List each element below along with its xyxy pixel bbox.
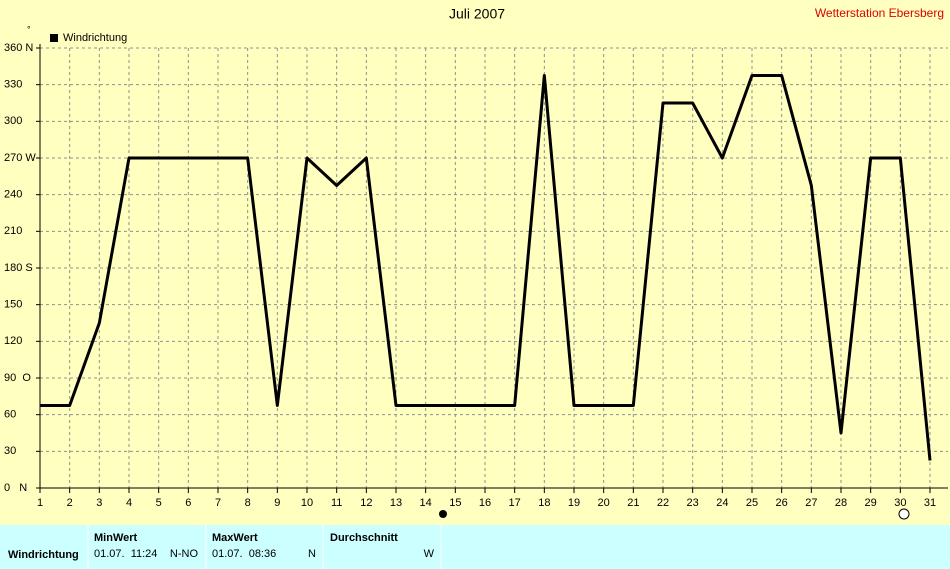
legend-label: Windrichtung (63, 32, 127, 44)
x-tick-label: 26 (776, 497, 788, 509)
x-tick-label: 22 (657, 497, 669, 509)
x-tick-label: 2 (67, 497, 73, 509)
cell: W (424, 548, 435, 560)
chart-title: Juli 2007 (449, 6, 505, 22)
y-tick-label: 330 (4, 79, 22, 91)
header: Durchschnitt (330, 532, 398, 544)
cell: 01.07. 08:36 (212, 548, 276, 560)
x-tick-label: 24 (716, 497, 728, 509)
y-tick-label: 300 (4, 115, 22, 127)
x-tick-label: 1 (37, 497, 43, 509)
x-tick-label: 4 (126, 497, 132, 509)
x-tick-label: 29 (865, 497, 877, 509)
y-tick-label: 60 (4, 409, 16, 421)
table-bg (0, 525, 950, 569)
x-tick-label: 13 (390, 497, 402, 509)
x-tick-label: 15 (449, 497, 461, 509)
x-tick-label: 30 (894, 497, 906, 509)
cell: N (308, 548, 316, 560)
x-tick-label: 18 (538, 497, 550, 509)
x-tick-label: 5 (156, 497, 162, 509)
y-tick-label: 150 (4, 299, 22, 311)
x-tick-label: 20 (598, 497, 610, 509)
marker-icon (898, 508, 910, 520)
cell: 01.07. 11:24 (94, 548, 157, 560)
x-tick-label: 11 (331, 497, 342, 509)
row-label: Windrichtung (8, 549, 79, 561)
x-tick-label: 16 (479, 497, 491, 509)
x-tick-label: 9 (274, 497, 280, 509)
marker-icon (439, 510, 447, 518)
x-tick-label: 3 (96, 497, 102, 509)
x-tick-label: 23 (687, 497, 699, 509)
x-tick-label: 21 (627, 497, 639, 509)
y-tick-label: 30 (4, 445, 16, 457)
x-tick-label: 6 (185, 497, 191, 509)
legend-swatch (50, 34, 58, 42)
y-tick-label: 240 (4, 189, 22, 201)
station-name: Wetterstation Ebersberg (815, 6, 944, 20)
y-tick-label: 120 (4, 335, 22, 347)
y-tick-label: 0 N (4, 482, 27, 494)
x-tick-label: 7 (215, 497, 221, 509)
y-tick-label: 270 W (4, 152, 36, 164)
x-tick-label: 19 (568, 497, 580, 509)
header: MinWert (94, 532, 138, 544)
x-tick-label: 17 (509, 497, 521, 509)
x-tick-label: 25 (746, 497, 758, 509)
x-tick-label: 27 (805, 497, 817, 509)
y-tick-label: 360 N (4, 42, 33, 54)
x-tick-label: 10 (301, 497, 313, 509)
x-tick-label: 28 (835, 497, 847, 509)
x-tick-label: 31 (924, 497, 936, 509)
cell: N-NO (170, 548, 199, 560)
y-tick-label: 180 S (4, 262, 33, 274)
x-tick-label: 8 (245, 497, 251, 509)
summary-table: MinWert MaxWert Durchschnitt Windrichtun… (0, 525, 950, 569)
series-line (40, 74, 932, 461)
x-tick-label: 14 (420, 497, 432, 509)
y-tick-label: 90 O (4, 372, 31, 384)
y-tick-label: 210 (4, 225, 22, 237)
x-tick-label: 12 (360, 497, 372, 509)
header: MaxWert (212, 532, 258, 544)
y-unit: ° (27, 24, 31, 34)
